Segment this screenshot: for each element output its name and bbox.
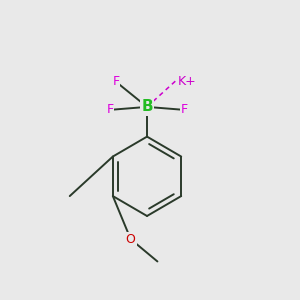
Text: F: F (181, 103, 188, 116)
Text: O: O (126, 233, 136, 246)
Text: F: F (112, 75, 119, 88)
Text: K+: K+ (178, 75, 196, 88)
Text: B: B (141, 99, 153, 114)
Text: F: F (106, 103, 113, 116)
